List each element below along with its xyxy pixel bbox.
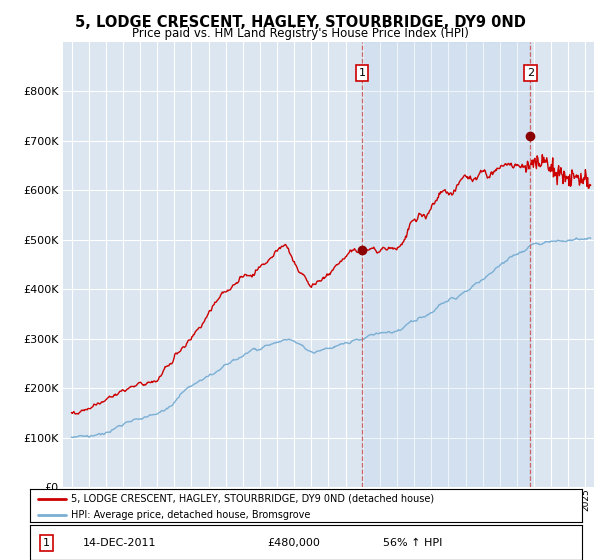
Text: HPI: Average price, detached house, Bromsgrove: HPI: Average price, detached house, Brom… — [71, 510, 311, 520]
Text: £480,000: £480,000 — [268, 538, 320, 548]
Text: 5, LODGE CRESCENT, HAGLEY, STOURBRIDGE, DY9 0ND (detached house): 5, LODGE CRESCENT, HAGLEY, STOURBRIDGE, … — [71, 493, 434, 503]
Text: Price paid vs. HM Land Registry's House Price Index (HPI): Price paid vs. HM Land Registry's House … — [131, 27, 469, 40]
Text: 5, LODGE CRESCENT, HAGLEY, STOURBRIDGE, DY9 0ND: 5, LODGE CRESCENT, HAGLEY, STOURBRIDGE, … — [74, 15, 526, 30]
Bar — [362, 42, 530, 487]
Text: 2: 2 — [527, 68, 534, 78]
Text: 56% ↑ HPI: 56% ↑ HPI — [383, 538, 443, 548]
Text: 1: 1 — [358, 68, 365, 78]
Text: 14-DEC-2011: 14-DEC-2011 — [82, 538, 156, 548]
Text: 1: 1 — [43, 538, 50, 548]
